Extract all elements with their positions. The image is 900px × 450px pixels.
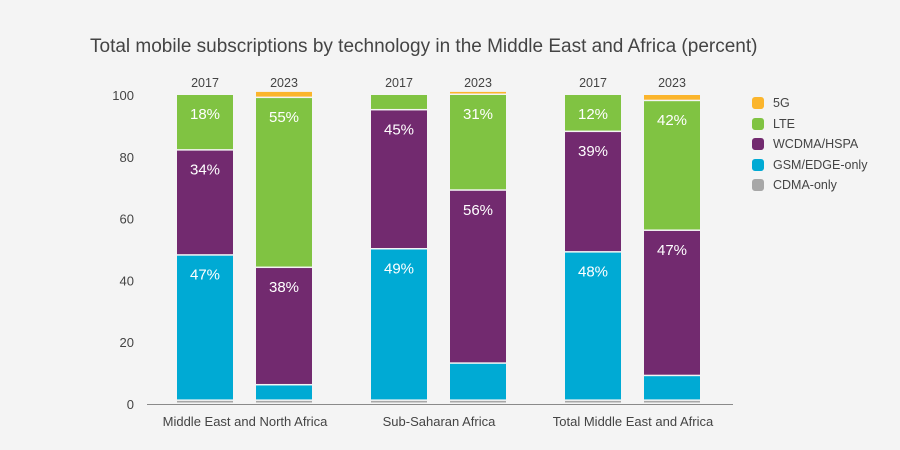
y-tick-label: 20 <box>120 335 134 350</box>
legend-swatch-gsm-edge-only <box>752 158 764 171</box>
bar-segment-lte <box>177 95 233 150</box>
legend-label-cdma-only: CDMA-only <box>773 178 837 193</box>
legend-swatch-cdma-only <box>752 179 764 192</box>
data-label: 31% <box>463 106 493 123</box>
year-label: 2023 <box>270 76 298 90</box>
bar-segment-cdma-only <box>565 400 621 403</box>
legend-label-wcdma-hspa: WCDMA/HSPA <box>773 137 859 152</box>
bar-segment-lte <box>256 98 312 267</box>
y-tick-label: 80 <box>120 150 134 165</box>
bar-segment-cdma-only <box>371 400 427 403</box>
data-label: 48% <box>578 264 608 281</box>
legend-item-cdma-only: CDMA-only <box>752 175 867 196</box>
bar-segment-cdma-only <box>177 400 233 403</box>
bar-segment-lte <box>565 95 621 131</box>
legend-swatch-wcdma-hspa <box>752 138 764 151</box>
bar-segment-lte <box>450 95 506 190</box>
bar-segment-wcdma-hspa <box>371 110 427 248</box>
bar-segment-cdma-only <box>644 400 700 403</box>
data-label: 47% <box>657 242 687 259</box>
chart-title: Total mobile subscriptions by technology… <box>90 36 758 57</box>
x-group-label: Sub-Saharan Africa <box>383 414 497 429</box>
data-label: 42% <box>657 112 687 129</box>
year-label: 2023 <box>658 76 686 90</box>
data-label: 38% <box>269 279 299 296</box>
year-label: 2017 <box>579 76 607 90</box>
bar-segment-gsm-edge-only <box>177 255 233 400</box>
x-group-label: Middle East and North Africa <box>163 414 329 429</box>
x-group-label: Total Middle East and Africa <box>553 414 714 429</box>
legend-label-gsm-edge-only: GSM/EDGE-only <box>773 157 868 172</box>
data-label: 45% <box>384 121 414 138</box>
bar-segment-gsm-edge-only <box>450 363 506 400</box>
bar-segment-gsm-edge-only <box>371 249 427 400</box>
bar-segment-wcdma-hspa <box>177 150 233 255</box>
bar-segment-wcdma-hspa <box>565 132 621 252</box>
data-label: 34% <box>190 162 220 179</box>
legend-swatch-5g <box>752 97 764 110</box>
legend: 5G LTE WCDMA/HSPA GSM/EDGE-only CDMA-onl… <box>752 93 867 196</box>
bar-segment-lte <box>371 95 427 109</box>
legend-swatch-lte <box>752 117 764 130</box>
data-label: 56% <box>463 202 493 219</box>
bar-segment-5g <box>644 95 700 100</box>
legend-item-gsm-edge-only: GSM/EDGE-only <box>752 155 867 176</box>
legend-label-5g: 5G <box>773 96 790 111</box>
data-label: 47% <box>190 267 220 284</box>
y-tick-label: 40 <box>120 273 134 288</box>
legend-item-wcdma-hspa: WCDMA/HSPA <box>752 134 867 155</box>
bar-segment-cdma-only <box>450 400 506 403</box>
y-tick-label: 100 <box>112 88 134 103</box>
data-label: 12% <box>578 106 608 123</box>
data-label: 39% <box>578 143 608 160</box>
bar-segment-5g <box>256 91 312 97</box>
y-tick-label: 0 <box>127 397 134 412</box>
y-tick-label: 60 <box>120 212 134 227</box>
year-label: 2017 <box>385 76 413 90</box>
bar-segment-lte <box>644 101 700 230</box>
bar-segment-wcdma-hspa <box>644 230 700 375</box>
year-label: 2017 <box>191 76 219 90</box>
data-label: 49% <box>384 261 414 278</box>
data-label: 55% <box>269 109 299 126</box>
legend-item-5g: 5G <box>752 93 867 114</box>
bar-segment-gsm-edge-only <box>565 252 621 400</box>
bar-segment-5g <box>450 91 506 94</box>
bar-segment-wcdma-hspa <box>256 268 312 384</box>
year-label: 2023 <box>464 76 492 90</box>
bar-segment-wcdma-hspa <box>450 190 506 363</box>
data-label: 18% <box>190 106 220 123</box>
bar-segment-gsm-edge-only <box>256 385 312 400</box>
legend-label-lte: LTE <box>773 116 795 131</box>
bar-segment-cdma-only <box>256 400 312 403</box>
bar-segment-gsm-edge-only <box>644 376 700 400</box>
legend-item-lte: LTE <box>752 114 867 135</box>
